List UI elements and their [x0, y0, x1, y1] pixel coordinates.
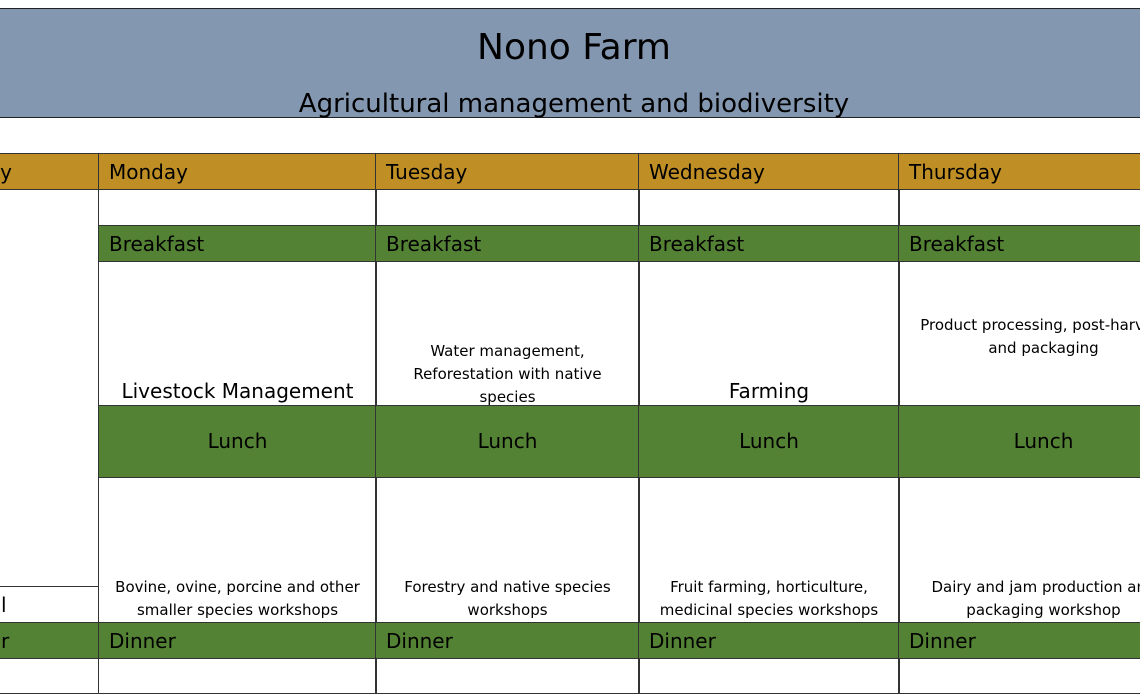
day-header-monday: Monday — [98, 153, 377, 190]
blank-cell — [98, 189, 377, 226]
blank-cell — [898, 189, 1140, 226]
lunch-label: Lunch — [1013, 429, 1074, 453]
blank-cell — [898, 658, 1140, 694]
left-bottom-cell — [0, 658, 99, 694]
breakfast-cell: Breakfast — [375, 225, 640, 262]
day-name: Wednesday — [649, 160, 765, 184]
day-header-tuesday: Tuesday — [375, 153, 640, 190]
afternoon-workshop-cell: Dairy and jam production and packaging w… — [898, 477, 1140, 623]
left-dinner-cell: r — [0, 622, 99, 659]
breakfast-cell: Breakfast — [638, 225, 900, 262]
morning-activity-cell: Product processing, post-harvest and pac… — [898, 261, 1140, 406]
afternoon-workshop: Dairy and jam production and packaging w… — [931, 578, 1140, 619]
title-banner: Nono Farm Agricultural management and bi… — [0, 8, 1140, 119]
afternoon-workshop-cell: Forestry and native species workshops — [375, 477, 640, 623]
dinner-label: Dinner — [649, 629, 716, 653]
afternoon-workshop: Forestry and native species workshops — [404, 578, 611, 619]
lunch-label: Lunch — [477, 429, 538, 453]
day-header-wednesday: Wednesday — [638, 153, 900, 190]
left-dinner-text: r — [1, 629, 10, 653]
left-cell-text: l — [1, 593, 7, 617]
day-name: Thursday — [909, 160, 1002, 184]
lunch-cell: Lunch — [638, 405, 900, 478]
dinner-cell: Dinner — [898, 622, 1140, 659]
dinner-cell: Dinner — [98, 622, 377, 659]
morning-activity: Livestock Management — [121, 379, 354, 403]
lunch-cell: Lunch — [898, 405, 1140, 478]
breakfast-label: Breakfast — [909, 232, 1005, 256]
morning-activity-cell: Livestock Management — [98, 261, 377, 406]
afternoon-workshop: Bovine, ovine, porcine and other smaller… — [115, 578, 360, 619]
left-day-header: y — [0, 153, 99, 190]
breakfast-label: Breakfast — [649, 232, 745, 256]
morning-activity-cell: Water management, Reforestation with nat… — [375, 261, 640, 406]
page-subtitle: Agricultural management and biodiversity — [298, 89, 850, 119]
afternoon-workshop-cell: Bovine, ovine, porcine and other smaller… — [98, 477, 377, 623]
blank-cell — [638, 189, 900, 226]
blank-cell — [98, 658, 377, 694]
lunch-label: Lunch — [207, 429, 268, 453]
morning-activity: Product processing, post-harvest and pac… — [920, 316, 1140, 357]
blank-cell — [375, 658, 640, 694]
dinner-label: Dinner — [386, 629, 453, 653]
breakfast-label: Breakfast — [109, 232, 205, 256]
dinner-cell: Dinner — [638, 622, 900, 659]
breakfast-cell: Breakfast — [898, 225, 1140, 262]
day-name: Monday — [109, 160, 188, 184]
blank-cell — [638, 658, 900, 694]
afternoon-workshop: Fruit farming, horticulture, medicinal s… — [659, 578, 879, 619]
breakfast-label: Breakfast — [386, 232, 482, 256]
afternoon-workshop-cell: Fruit farming, horticulture, medicinal s… — [638, 477, 900, 623]
lunch-cell: Lunch — [375, 405, 640, 478]
left-day-text: y — [0, 160, 12, 184]
morning-activity-cell: Farming — [638, 261, 900, 406]
dinner-cell: Dinner — [375, 622, 640, 659]
day-header-thursday: Thursday — [898, 153, 1140, 190]
dinner-label: Dinner — [109, 629, 176, 653]
page-title: Nono Farm — [477, 27, 671, 68]
left-cell: l — [0, 586, 99, 623]
blank-cell — [375, 189, 640, 226]
morning-activity: Water management, Reforestation with nat… — [413, 342, 602, 406]
morning-activity: Farming — [728, 379, 810, 403]
lunch-label: Lunch — [739, 429, 799, 453]
left-blank-cell — [0, 189, 99, 587]
lunch-cell: Lunch — [98, 405, 377, 478]
day-name: Tuesday — [386, 160, 468, 184]
breakfast-cell: Breakfast — [98, 225, 377, 262]
dinner-label: Dinner — [909, 629, 976, 653]
